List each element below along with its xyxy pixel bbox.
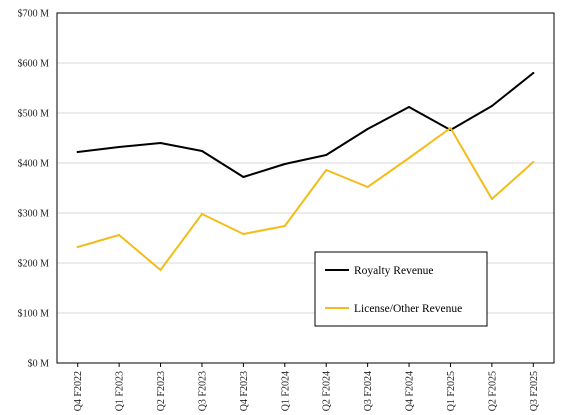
- data-point-license-other-revenue: [490, 198, 493, 200]
- y-tick-label: $200 M: [18, 259, 50, 270]
- data-point-license-other-revenue: [159, 269, 162, 271]
- y-tick-label: $0 M: [28, 359, 50, 370]
- x-tick-label: Q2 F2023: [156, 371, 167, 411]
- data-point-royalty-revenue: [490, 105, 493, 107]
- series-line-royalty-revenue: [76, 72, 535, 178]
- data-point-royalty-revenue: [366, 128, 369, 130]
- plot-area-border: [56, 12, 555, 364]
- series-lines: [76, 72, 535, 271]
- data-point-royalty-revenue: [242, 176, 245, 178]
- data-point-license-other-revenue: [408, 157, 411, 159]
- data-point-license-other-revenue: [366, 186, 369, 188]
- data-point-royalty-revenue: [325, 154, 328, 156]
- x-tick-label: Q3 F2025: [529, 371, 540, 411]
- y-tick-label: $400 M: [18, 159, 50, 170]
- y-tick-label: $500 M: [18, 109, 50, 120]
- data-point-license-other-revenue: [200, 213, 203, 215]
- x-tick-label: Q1 F2025: [446, 371, 457, 411]
- data-point-license-other-revenue: [118, 234, 121, 236]
- data-point-license-other-revenue: [283, 225, 286, 227]
- x-tick-label: Q1 F2024: [280, 371, 291, 411]
- data-point-royalty-revenue: [76, 151, 79, 153]
- data-point-royalty-revenue: [283, 163, 286, 165]
- y-tick-label: $600 M: [18, 59, 50, 70]
- legend-label-license-other: License/Other Revenue: [354, 303, 462, 315]
- x-tick-label: Q4 F2023: [239, 371, 250, 411]
- data-point-royalty-revenue: [159, 142, 162, 144]
- x-axis: Q4 F2022 Q1 F2023 Q2 F2023 Q3 F2023 Q4 F2023…: [73, 363, 540, 411]
- x-tick-label: Q3 F2024: [363, 371, 374, 411]
- legend-box: [314, 251, 488, 327]
- y-tick-label: $100 M: [18, 309, 50, 320]
- data-point-license-other-revenue: [76, 246, 79, 248]
- y-tick-label: $300 M: [18, 209, 50, 220]
- x-tick-label: Q1 F2023: [115, 371, 126, 411]
- x-tick-label: Q3 F2023: [197, 371, 208, 411]
- data-point-license-other-revenue: [449, 127, 452, 129]
- data-point-license-other-revenue: [242, 233, 245, 235]
- data-point-royalty-revenue: [200, 150, 203, 152]
- data-point-license-other-revenue: [325, 169, 328, 171]
- data-point-royalty-revenue: [532, 72, 535, 74]
- x-tick-label: Q4 F2024: [405, 371, 416, 411]
- series-line-license-other-revenue: [76, 127, 535, 271]
- x-tick-label: Q4 F2022: [73, 371, 84, 411]
- legend-label-royalty: Royalty Revenue: [354, 265, 434, 277]
- data-point-royalty-revenue: [118, 146, 121, 148]
- data-point-license-other-revenue: [532, 161, 535, 163]
- legend: Royalty Revenue License/Other Revenue: [314, 251, 488, 327]
- y-axis: $0 M $100 M $200 M $300 M $400 M $500 M $600 M…: [18, 9, 50, 370]
- x-tick-label: Q2 F2024: [322, 371, 333, 411]
- y-tick-label: $700 M: [18, 9, 50, 20]
- x-tick-label: Q2 F2025: [487, 371, 498, 411]
- data-point-royalty-revenue: [408, 106, 411, 108]
